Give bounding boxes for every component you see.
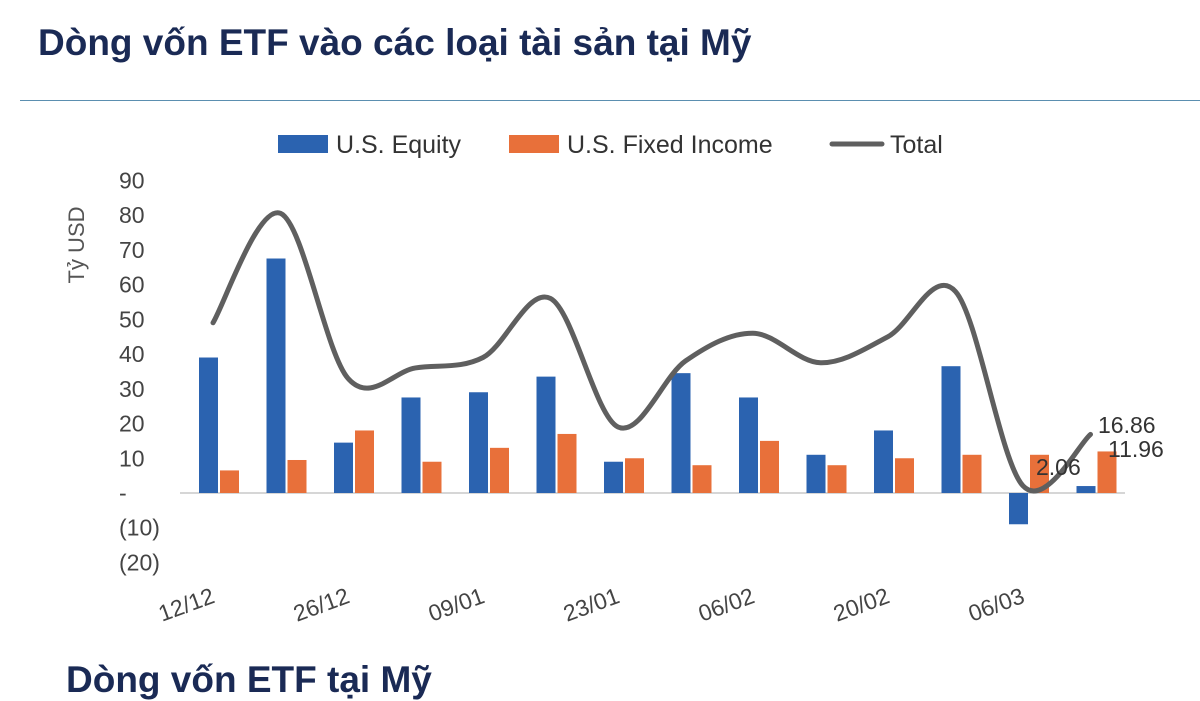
fixed-income-bar	[692, 465, 712, 493]
total-line	[210, 210, 1093, 494]
fixed-income-bar	[625, 458, 644, 493]
y-axis-label: Tỷ USD	[64, 207, 89, 284]
equity-bar	[334, 442, 353, 493]
equity-bar	[874, 430, 893, 493]
equity-bar	[671, 373, 691, 493]
fixed-income-bar	[422, 461, 442, 493]
page-title: Dòng vốn ETF vào các loại tài sản tại Mỹ	[38, 22, 752, 63]
fixed-income-bar	[760, 440, 779, 493]
equity-bar	[1009, 493, 1028, 525]
x-tick-label: 26/12	[290, 582, 353, 626]
equity-bar	[536, 376, 556, 493]
equity-bar	[469, 392, 488, 493]
x-tick-label: 12/12	[155, 582, 218, 626]
equity-bar	[1076, 486, 1096, 493]
title-divider	[20, 100, 1200, 101]
equity-bar	[266, 258, 286, 493]
next-section-title: Dòng vốn ETF tại Mỹ	[66, 659, 432, 700]
y-tick-label: 60	[119, 272, 145, 298]
y-tick-label: 40	[119, 341, 145, 367]
y-tick-label: 50	[119, 306, 145, 332]
data-label: 2.06	[1036, 454, 1081, 480]
fixed-income-bar	[220, 470, 239, 493]
etf-flow-chart: U.S. Equity U.S. Fixed Income Total Tỷ USD…	[64, 131, 1164, 627]
equity-bar	[199, 357, 218, 493]
bar-series	[199, 258, 1117, 525]
fixed-income-bar	[557, 433, 577, 493]
legend-swatch	[509, 135, 559, 153]
equity-bar	[604, 461, 623, 493]
equity-bar	[401, 397, 421, 493]
fixed-income-bar	[895, 458, 914, 493]
fixed-income-bar	[287, 459, 307, 493]
equity-bar	[739, 397, 758, 493]
legend-swatch	[278, 135, 328, 153]
y-tick-label: -	[119, 480, 127, 506]
x-tick-label: 23/01	[560, 582, 623, 626]
x-axis-ticks: 12/12 26/12 09/01 23/01 06/02 20/02 06/03	[155, 582, 1028, 626]
data-label: 16.86	[1098, 412, 1156, 438]
equity-bar	[941, 366, 961, 493]
y-tick-label: 80	[119, 202, 145, 228]
y-tick-label: (20)	[119, 549, 160, 575]
y-tick-label: 30	[119, 376, 145, 402]
legend-label: U.S. Equity	[336, 131, 462, 159]
fixed-income-bar	[1030, 454, 1049, 493]
x-tick-label: 09/01	[425, 582, 488, 626]
chart-legend: U.S. Equity U.S. Fixed Income Total	[278, 131, 943, 159]
data-label: 11.96	[1108, 436, 1164, 462]
x-tick-label: 06/02	[695, 582, 758, 626]
y-tick-label: 10	[119, 445, 145, 471]
legend-label: Total	[890, 131, 943, 159]
fixed-income-bar	[1097, 451, 1117, 493]
fixed-income-bar	[827, 465, 847, 493]
legend-label: U.S. Fixed Income	[567, 131, 773, 159]
equity-bar	[806, 454, 826, 493]
fixed-income-bar	[490, 447, 509, 493]
y-tick-label: 70	[119, 237, 145, 263]
fixed-income-bar	[355, 430, 374, 493]
x-tick-label: 06/03	[965, 582, 1028, 626]
x-tick-label: 20/02	[830, 582, 893, 626]
y-tick-label: (10)	[119, 515, 160, 541]
y-tick-label: 20	[119, 411, 145, 437]
fixed-income-bar	[962, 454, 982, 493]
y-axis-ticks: 90 80 70 60 50 40 30 20 10 - (10) (20)	[119, 167, 160, 575]
y-tick-label: 90	[119, 167, 145, 193]
